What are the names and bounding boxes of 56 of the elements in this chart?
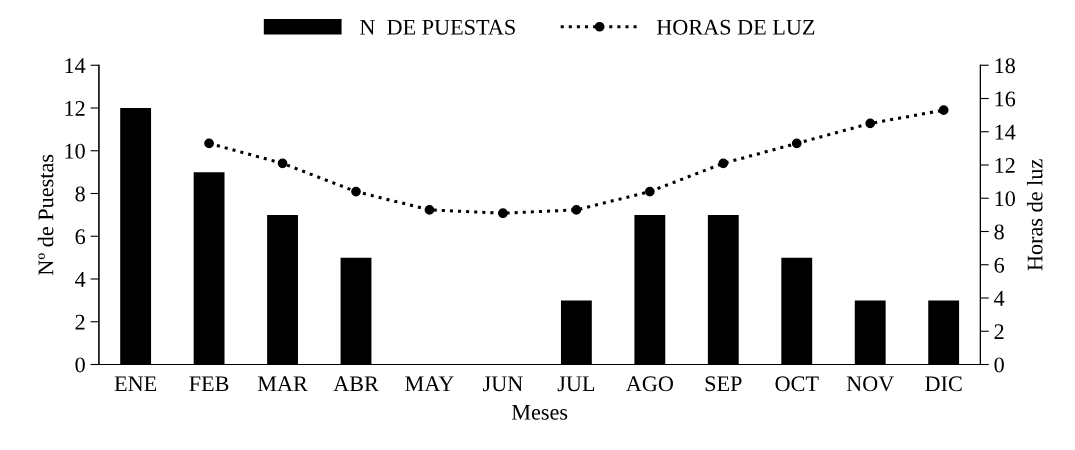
y2-tick-label: 8 (994, 224, 1004, 240)
y2-tick-label: 16 (995, 91, 1016, 107)
bar (781, 257, 813, 365)
point (498, 208, 508, 219)
point (424, 205, 435, 215)
y2-tick-label: 2 (994, 324, 1004, 339)
y-tick-label: 0 (75, 357, 85, 373)
legend-label: HORAS DE LUZ (656, 19, 815, 35)
bar (560, 300, 592, 365)
point (277, 158, 288, 169)
point (865, 118, 876, 129)
bar (267, 214, 298, 365)
y2-axis-title: Horas de luz (1026, 159, 1043, 271)
y2-tick-label: 12 (995, 157, 1015, 173)
x-tick-label: MAY (405, 376, 454, 392)
point (571, 205, 582, 215)
point (791, 138, 802, 149)
y2-tick-label: 4 (994, 291, 1005, 306)
x-tick-label: OCT (775, 376, 819, 392)
y-tick-label: 12 (65, 100, 85, 116)
x-tick-label: NOV (846, 376, 895, 392)
y-axis-title: Nº de Puestas (37, 154, 54, 276)
x-tick-label: ABR (333, 376, 379, 392)
y2-tick-label: 0 (994, 357, 1004, 373)
point (351, 186, 361, 197)
y-tick-label: 10 (65, 143, 85, 159)
point (204, 138, 214, 149)
point (644, 186, 655, 197)
y-tick-label: 14 (65, 58, 86, 73)
y2-tick-label: 10 (995, 191, 1015, 207)
x-tick-label: JUL (557, 376, 595, 392)
x-tick-label: JUN (483, 376, 523, 392)
y2-tick-label: 6 (994, 257, 1005, 273)
x-tick-label: AGO (625, 376, 673, 392)
bar (928, 300, 960, 365)
point (938, 105, 949, 115)
legend-label: N DE PUESTAS (360, 19, 515, 35)
bar (340, 257, 372, 365)
bar (854, 300, 886, 365)
x-tick-label: FEB (189, 376, 229, 392)
bar (634, 214, 666, 365)
x-axis-title: Meses (511, 404, 568, 420)
y-tick-label: 2 (75, 314, 85, 330)
y2-tick-label: 18 (995, 58, 1015, 74)
x-tick-label: ENE (114, 376, 157, 392)
x-tick-label: DIC (925, 376, 962, 392)
bar (707, 214, 739, 365)
y-tick-label: 6 (75, 229, 86, 245)
x-tick-label: MAR (257, 376, 308, 392)
y-tick-label: 4 (75, 272, 86, 287)
x-tick-label: SEP (705, 376, 742, 392)
bar (193, 172, 225, 365)
y-tick-label: 8 (75, 186, 85, 202)
y2-tick-label: 14 (995, 124, 1016, 140)
bar (120, 108, 152, 365)
point (718, 158, 729, 169)
